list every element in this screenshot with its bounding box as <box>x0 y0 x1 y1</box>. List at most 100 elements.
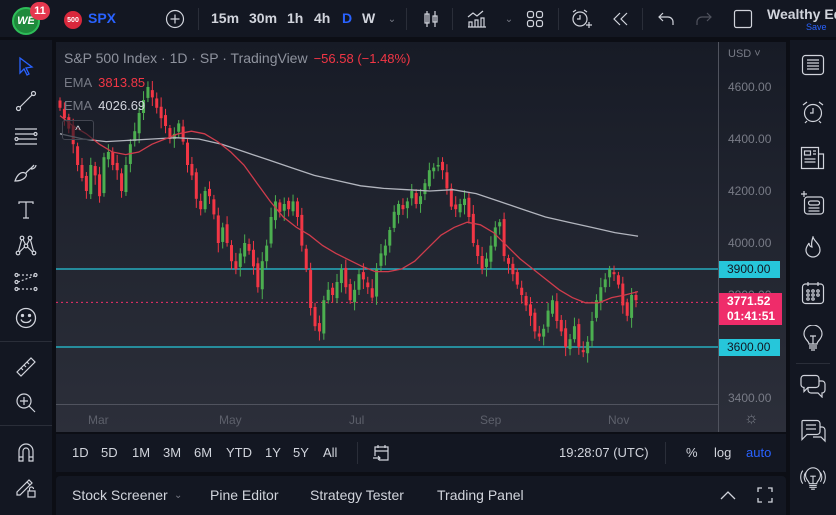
timeframe-dropdown-icon[interactable]: ⌄ <box>387 13 397 25</box>
time-label-sep: Sep <box>480 413 502 427</box>
indicators-dropdown-icon[interactable]: ⌄ <box>504 13 514 25</box>
range-6m[interactable]: 6M <box>194 445 213 460</box>
price-label: 4600.00 <box>728 80 772 94</box>
pattern-icon[interactable] <box>13 232 39 258</box>
bar-countdown: 01:41:51 <box>727 309 776 323</box>
range-5y[interactable]: 5Y <box>293 445 309 460</box>
symbol-logo: 500 <box>64 11 82 29</box>
trendline-icon[interactable] <box>13 88 39 114</box>
notification-badge: 11 <box>30 2 50 20</box>
date-range-bar: 1D 5D 1M 3M 6M YTD 1Y 5Y All 19:28:07 (U… <box>56 434 786 472</box>
ema-fast-label: EMA <box>64 75 93 90</box>
ema-slow-legend[interactable]: EMA 4026.69 <box>64 98 145 113</box>
save-button[interactable]: Save <box>806 22 827 32</box>
timeframe-w[interactable]: W <box>362 10 376 26</box>
price-label: 4400.00 <box>728 132 772 146</box>
ruler-icon[interactable] <box>13 354 39 380</box>
candlestick-chart[interactable] <box>56 42 718 404</box>
ema-fast-legend[interactable]: EMA 3813.85 <box>64 75 145 90</box>
maximize-panel-icon[interactable] <box>754 484 776 506</box>
news-icon[interactable] <box>800 145 826 171</box>
prediction-icon[interactable] <box>13 269 39 295</box>
undo-icon[interactable] <box>655 8 677 30</box>
timeframe-30m[interactable]: 30m <box>249 10 278 26</box>
calendar-icon[interactable] <box>800 280 826 306</box>
symbol-description: S&P 500 Index · 1D · SP · TradingView <box>64 50 308 66</box>
expand-panel-icon[interactable] <box>717 484 739 506</box>
screener-dropdown-icon[interactable]: ⌄ <box>174 490 183 501</box>
goto-date-icon[interactable] <box>370 442 392 464</box>
help-lightbulb-icon[interactable] <box>800 466 826 492</box>
time-label-mar: Mar <box>88 413 109 427</box>
tab-pine-editor[interactable]: Pine Editor <box>210 487 279 503</box>
range-1d[interactable]: 1D <box>72 445 89 460</box>
hline-tag-3600: 3600.00 <box>719 339 780 356</box>
percent-scale-toggle[interactable]: % <box>686 445 698 460</box>
replay-icon[interactable] <box>610 8 632 30</box>
magnet-icon[interactable] <box>13 439 39 465</box>
chat-icon[interactable] <box>800 418 826 444</box>
time-label-may: May <box>219 413 242 427</box>
right-widget-bar <box>790 40 836 515</box>
time-label-jul: Jul <box>349 413 365 427</box>
tab-stock-screener[interactable]: Stock Screener <box>72 487 168 503</box>
redo-icon[interactable] <box>693 8 715 30</box>
divider <box>406 8 407 30</box>
chats-icon[interactable] <box>800 373 826 399</box>
timeframe-4h[interactable]: 4h <box>314 10 331 26</box>
hotlist-flame-icon[interactable] <box>800 235 826 261</box>
alarm-clock-icon[interactable] <box>800 99 826 125</box>
range-5d[interactable]: 5D <box>101 445 118 460</box>
divider <box>0 425 52 426</box>
ideas-lightbulb-icon[interactable] <box>800 325 826 351</box>
range-1m[interactable]: 1M <box>132 445 151 460</box>
tab-trading-panel[interactable]: Trading Panel <box>437 487 524 503</box>
divider <box>558 8 559 30</box>
hline-tag-3900: 3900.00 <box>719 261 780 278</box>
timeframe-1h[interactable]: 1h <box>287 10 304 26</box>
compare-add-icon[interactable] <box>164 8 186 30</box>
range-ytd[interactable]: YTD <box>226 445 252 460</box>
range-1y[interactable]: 1Y <box>265 445 281 460</box>
time-axis[interactable]: Mar May Jul Sep Nov <box>56 404 718 432</box>
candles-icon[interactable] <box>420 8 442 30</box>
drawing-toolbar <box>0 40 52 515</box>
log-scale-toggle[interactable]: log <box>714 445 732 460</box>
horizontal-lines-icon[interactable] <box>13 124 39 150</box>
layout-name[interactable]: Wealthy Ed <box>767 6 836 22</box>
watchlist-icon[interactable] <box>800 52 826 78</box>
timeframe-15m[interactable]: 15m <box>211 10 240 26</box>
logo-text: WE <box>17 15 35 27</box>
currency-selector[interactable]: USD ˅ <box>728 48 761 60</box>
emoji-icon[interactable] <box>13 305 39 331</box>
price-label: 4200.00 <box>728 184 772 198</box>
divider <box>357 442 358 464</box>
divider <box>198 8 199 30</box>
zoom-in-icon[interactable] <box>13 390 39 416</box>
auto-scale-toggle[interactable]: auto <box>746 445 772 460</box>
text-icon[interactable] <box>13 197 39 223</box>
tab-strategy-tester[interactable]: Strategy Tester <box>310 487 404 503</box>
brush-icon[interactable] <box>13 160 39 186</box>
range-all[interactable]: All <box>323 445 338 460</box>
timeframe-d[interactable]: D <box>342 10 353 26</box>
range-3m[interactable]: 3M <box>163 445 182 460</box>
ema-slow-value: 4026.69 <box>98 98 146 113</box>
cursor-icon[interactable] <box>13 53 39 79</box>
divider <box>0 341 52 342</box>
lock-drawings-icon[interactable] <box>13 474 39 500</box>
price-label: 4000.00 <box>728 236 772 250</box>
chart-pane[interactable]: S&P 500 Index · 1D · SP · TradingView −56… <box>56 42 786 432</box>
symbol-search[interactable]: SPX <box>88 10 117 26</box>
fullscreen-layout-icon[interactable] <box>732 8 754 30</box>
last-price: 3771.52 <box>727 294 771 308</box>
alert-add-icon[interactable] <box>570 8 592 30</box>
last-price-tag: 3771.52 01:41:51 <box>719 293 782 325</box>
layout-grid-icon[interactable] <box>524 8 546 30</box>
legend-collapse-button[interactable]: ^ <box>62 120 94 140</box>
price-axis[interactable]: USD ˅ 4600.00 4400.00 4200.00 4000.00 38… <box>718 42 786 432</box>
clock-timezone[interactable]: 19:28:07 (UTC) <box>559 445 649 460</box>
chart-settings-icon[interactable]: ☼ <box>744 410 759 427</box>
indicators-icon[interactable] <box>466 8 488 30</box>
add-list-icon[interactable] <box>800 190 826 216</box>
